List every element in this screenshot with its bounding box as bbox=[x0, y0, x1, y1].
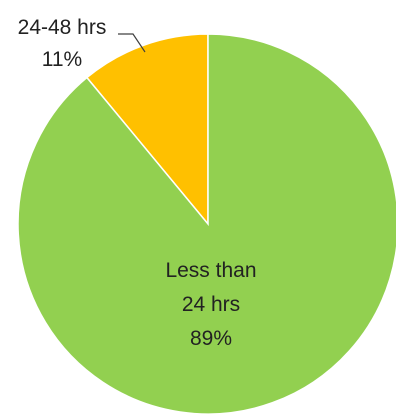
slice-percent-less-than-24-hrs: 89% bbox=[190, 327, 232, 350]
pie-slices bbox=[17, 33, 396, 415]
slice-less-than-24-hrs bbox=[17, 33, 396, 415]
slice-percent-24-48-hrs: 11% bbox=[42, 48, 82, 71]
slice-24-48-hrs bbox=[85, 33, 209, 227]
slice-label-24-48-hrs: 24-48 hrs bbox=[18, 16, 107, 39]
slice-label-less-than-line2: 24 hrs bbox=[182, 293, 240, 316]
slice-label-less-than-line1: Less than bbox=[165, 259, 256, 282]
leader-line bbox=[118, 33, 146, 53]
